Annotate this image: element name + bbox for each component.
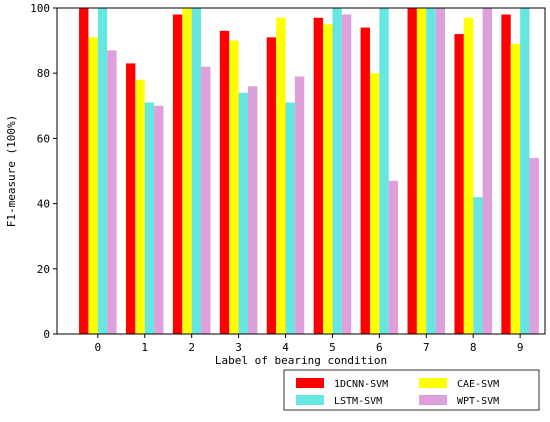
bar-wpt-svm-3 [247, 86, 258, 335]
bar-lstm-svm-2 [191, 8, 202, 334]
bar-lstm-svm-9 [520, 8, 530, 334]
y-axis-title: F1-measure (100%) [5, 115, 18, 228]
y-tick-label: 100 [30, 2, 50, 15]
x-tick-label: 7 [423, 341, 430, 354]
plot-frame [56, 7, 546, 335]
x-tick-label: 4 [282, 341, 289, 354]
bar-wpt-svm-5 [341, 14, 352, 335]
bar-wpt-svm-1 [154, 105, 164, 334]
bar-cae-svm-6 [369, 73, 380, 334]
bar-cae-svm-5 [323, 24, 333, 335]
x-tick-label: 1 [141, 341, 148, 354]
y-tick-label: 60 [37, 132, 50, 145]
y-tick-label: 0 [43, 328, 50, 341]
bars-layer [79, 8, 539, 335]
bar-1dcnn-svm-0 [79, 8, 89, 334]
bar-lstm-svm-4 [285, 102, 295, 334]
bar-1dcnn-svm-5 [313, 17, 324, 335]
bar-wpt-svm-0 [107, 50, 117, 334]
x-axis: 0 1 2 3 4 5 6 7 8 9 [95, 334, 524, 354]
legend-frame [283, 369, 540, 411]
y-tick-label: 20 [37, 263, 50, 276]
y-tick-label: 40 [37, 198, 50, 211]
bar-1dcnn-svm-4 [266, 37, 277, 335]
legend: 1DCNN-SVM CAE-SVM LSTM-SVM WPT-SVM [283, 369, 540, 411]
bar-lstm-svm-6 [379, 8, 389, 334]
y-axis: 0 20 40 60 80 100 [30, 2, 57, 341]
bar-1dcnn-svm-6 [360, 27, 370, 335]
bar-lstm-svm-0 [97, 8, 108, 334]
bar-lstm-svm-3 [238, 92, 248, 334]
legend-swatch-lstm-svm [296, 395, 324, 405]
bar-cae-svm-1 [135, 79, 145, 334]
x-tick-label: 8 [470, 341, 477, 354]
bar-cae-svm-2 [182, 8, 192, 334]
bar-cae-svm-3 [229, 40, 239, 334]
legend-swatch-1dcnn-svm [296, 378, 324, 388]
bar-1dcnn-svm-8 [454, 34, 464, 334]
y-tick-label: 80 [37, 67, 50, 80]
bar-wpt-svm-6 [388, 180, 399, 334]
legend-label-wpt-svm: WPT-SVM [457, 396, 499, 407]
legend-swatch-cae-svm [419, 378, 447, 388]
x-tick-label: 0 [95, 341, 102, 354]
x-tick-label: 3 [235, 341, 242, 354]
x-tick-label: 5 [329, 341, 336, 354]
bar-cae-svm-9 [510, 43, 521, 335]
bar-wpt-svm-7 [435, 8, 446, 334]
bar-wpt-svm-4 [294, 76, 305, 335]
bar-1dcnn-svm-2 [172, 14, 183, 335]
bar-lstm-svm-7 [426, 8, 436, 334]
bar-wpt-svm-9 [529, 157, 539, 334]
bar-wpt-svm-8 [482, 8, 492, 334]
bar-lstm-svm-1 [144, 102, 155, 334]
bar-1dcnn-svm-1 [125, 63, 136, 335]
bar-cae-svm-4 [276, 17, 286, 335]
legend-label-cae-svm: CAE-SVM [457, 379, 499, 390]
bar-1dcnn-svm-7 [407, 8, 417, 334]
x-tick-label: 9 [517, 341, 524, 354]
x-tick-label: 2 [188, 341, 195, 354]
bar-lstm-svm-8 [473, 197, 483, 334]
legend-label-1dcnn-svm: 1DCNN-SVM [334, 379, 388, 390]
bar-wpt-svm-2 [201, 66, 211, 335]
bar-1dcnn-svm-9 [501, 14, 511, 335]
bar-1dcnn-svm-3 [219, 30, 230, 334]
x-tick-label: 6 [376, 341, 383, 354]
bar-cae-svm-7 [416, 8, 427, 334]
legend-swatch-wpt-svm [419, 395, 447, 405]
x-axis-title: Label of bearing condition [215, 354, 387, 367]
legend-label-lstm-svm: LSTM-SVM [334, 396, 382, 407]
bar-cae-svm-8 [463, 17, 474, 335]
bar-lstm-svm-5 [332, 8, 342, 334]
bar-cae-svm-0 [88, 37, 98, 335]
